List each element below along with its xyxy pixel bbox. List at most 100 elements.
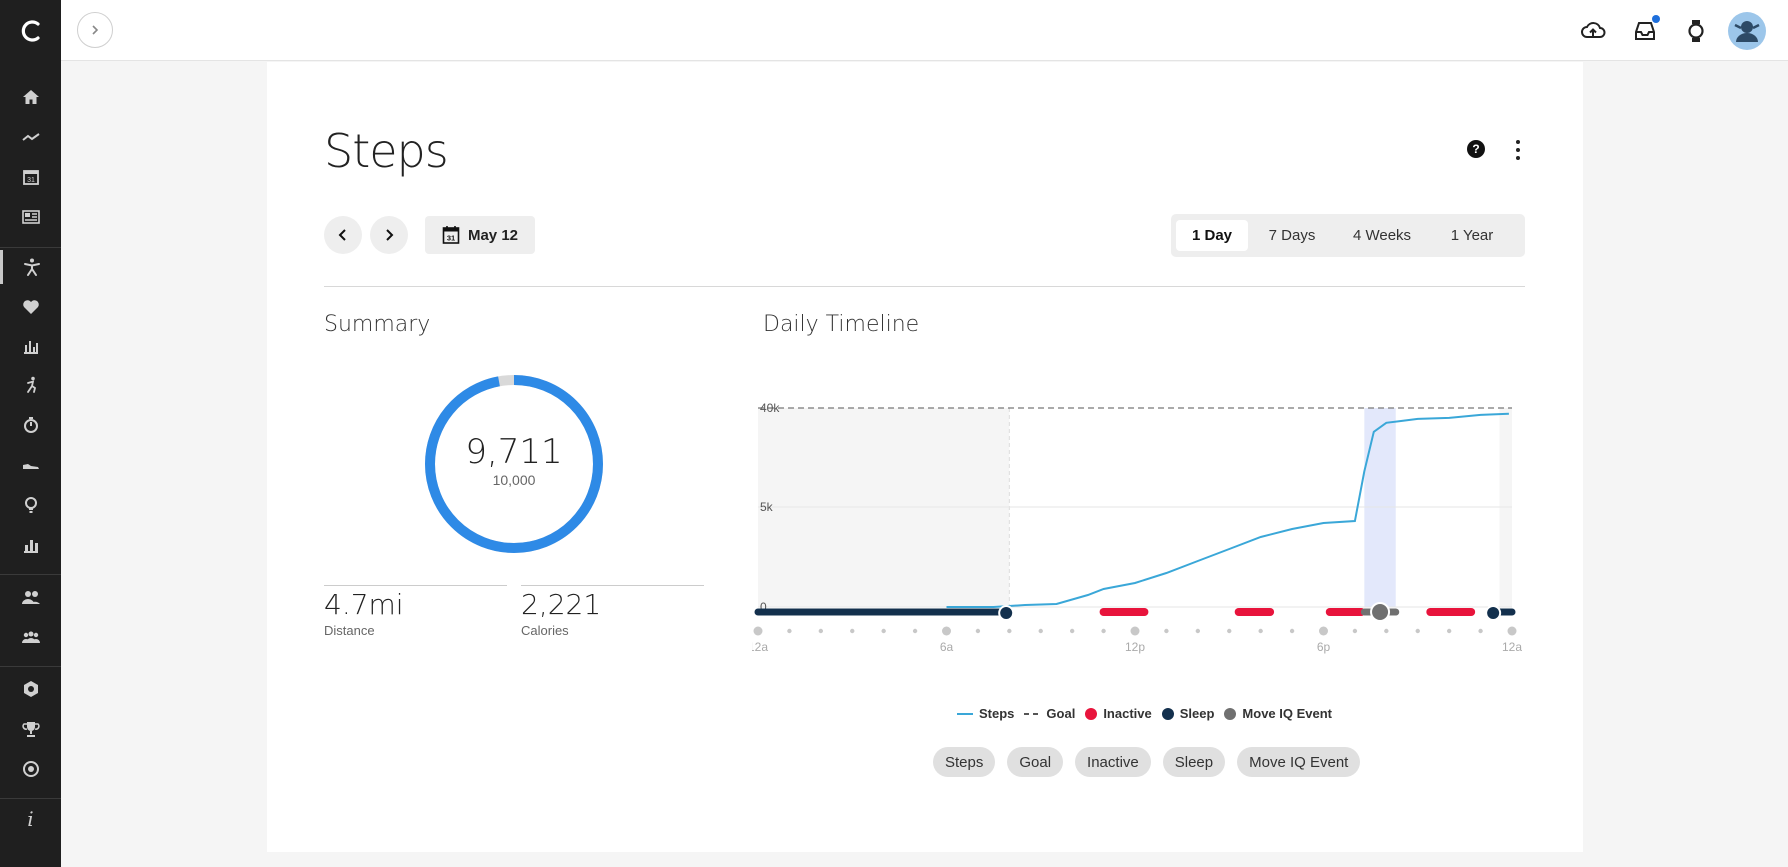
x-tick-dot [1352, 628, 1358, 634]
divider [521, 585, 704, 586]
x-tick-dot [1101, 628, 1106, 634]
target-icon[interactable] [0, 752, 61, 786]
distance-value: 4.7mi [324, 588, 404, 621]
daily-timeline-title: Daily Timeline [763, 312, 920, 337]
distance-label: Distance [324, 623, 375, 638]
x-tick-dot [787, 628, 792, 634]
inbox-icon[interactable] [1631, 15, 1660, 45]
svg-text:31: 31 [447, 234, 455, 243]
x-tick-dot [1258, 628, 1263, 634]
chart-legend: Steps Goal Inactive Sleep Move IQ Event [957, 706, 1332, 721]
steps-total: 9,711 [465, 432, 563, 472]
home-icon[interactable] [0, 80, 61, 114]
x-tick-dot [1227, 628, 1232, 634]
legend-inactive: Inactive [1085, 706, 1152, 721]
page-title: Steps [324, 124, 449, 178]
info-icon[interactable]: i [27, 807, 34, 831]
sleep-marker [1485, 605, 1502, 621]
x-tick-dot [975, 628, 981, 634]
range-4-weeks[interactable]: 4 Weeks [1352, 227, 1412, 244]
y-tick-label: 40k [760, 401, 780, 415]
x-tick-dot-major [1507, 626, 1517, 636]
groups-icon[interactable] [0, 620, 61, 654]
lightbulb-icon[interactable] [0, 488, 61, 522]
x-tick-dot-major [753, 626, 763, 636]
expand-sidebar-button[interactable] [77, 12, 113, 48]
help-icon[interactable]: ? [1467, 140, 1485, 158]
shoe-icon[interactable] [0, 448, 61, 482]
user-avatar[interactable] [1728, 12, 1766, 50]
x-tick-label: 12p [1125, 640, 1145, 654]
heart-icon[interactable] [0, 290, 61, 324]
x-tick-dot [818, 628, 824, 634]
left-sidebar: 31 i [0, 0, 61, 867]
summary-title: Summary [324, 312, 431, 337]
x-tick-dot [850, 628, 855, 634]
reports-icon[interactable] [0, 528, 61, 562]
next-date-button[interactable] [370, 216, 408, 254]
badges-hexagon-icon[interactable] [0, 672, 61, 706]
y-tick-label: 0 [760, 600, 767, 614]
x-tick-label: 6p [1317, 640, 1331, 654]
filter-inactive[interactable]: Inactive [1075, 747, 1151, 777]
date-picker-button[interactable]: 31 May 12 [425, 216, 535, 254]
y-tick-label: 5k [760, 500, 774, 514]
calories-value: 2,221 [521, 588, 602, 621]
previous-date-button[interactable] [324, 216, 362, 254]
steps-progress-ring [425, 375, 603, 553]
x-tick-label: 6a [940, 640, 954, 654]
activity-trend-icon[interactable] [0, 120, 61, 154]
bar-chart-icon[interactable] [0, 329, 61, 363]
x-tick-dot [1446, 628, 1452, 634]
app-logo-icon[interactable] [0, 12, 61, 50]
x-tick-dot [1478, 628, 1483, 634]
range-1-day[interactable]: 1 Day [1176, 220, 1248, 251]
chevron-left-icon [338, 229, 346, 241]
x-tick-dot [1289, 628, 1295, 634]
daily-timeline-chart: 0 5k 40k 12a 6a 12p 6p 12a [752, 401, 1522, 654]
x-tick-dot [1038, 628, 1043, 634]
svg-text:31: 31 [27, 177, 35, 184]
steps-line [946, 412, 1509, 608]
move-iq-marker [1370, 602, 1391, 622]
date-label: May 12 [467, 226, 519, 244]
x-tick-dot [912, 628, 918, 634]
more-options-icon[interactable] [1509, 138, 1527, 162]
filter-goal[interactable]: Goal [1007, 747, 1064, 777]
legend-sleep: Sleep [1161, 706, 1214, 721]
trophy-icon[interactable] [0, 712, 61, 746]
chevron-right-icon [92, 25, 99, 35]
x-tick-dot-major [1130, 626, 1140, 636]
range-7-days[interactable]: 7 Days [1268, 227, 1316, 244]
x-tick-dot [1195, 628, 1201, 634]
activity-person-icon[interactable] [0, 250, 61, 284]
x-tick-dot [1164, 628, 1169, 634]
calendar-icon[interactable]: 31 [0, 160, 61, 194]
watch-device-icon[interactable] [1682, 17, 1710, 45]
range-1-year[interactable]: 1 Year [1450, 227, 1494, 244]
divider [324, 585, 507, 586]
legend-move-iq: Move IQ Event [1224, 706, 1332, 721]
range-selector: 1 Day 7 Days 4 Weeks 1 Year [1171, 214, 1525, 257]
connections-icon[interactable] [0, 580, 61, 614]
sync-upload-icon[interactable] [1579, 17, 1607, 45]
chevron-right-icon [386, 229, 394, 241]
x-tick-dot [1384, 628, 1389, 634]
x-tick-dot [1069, 628, 1075, 634]
x-tick-dot-major [1319, 626, 1328, 636]
legend-steps: Steps [957, 706, 1014, 721]
legend-goal: Goal [1024, 706, 1076, 721]
x-tick-dot [881, 628, 886, 634]
filter-steps[interactable]: Steps [933, 747, 996, 777]
steps-card: Steps ? 31 May 12 1 Day 7 Days 4 Weeks 1… [267, 62, 1583, 852]
running-icon[interactable] [0, 368, 61, 402]
filter-move-iq[interactable]: Move IQ Event [1237, 747, 1361, 777]
top-bar [61, 0, 1788, 61]
x-tick-dot [1415, 628, 1420, 634]
x-tick-label: 12a [1502, 640, 1522, 654]
series-filters: Steps Goal Inactive Sleep Move IQ Event [933, 747, 1361, 777]
filter-sleep[interactable]: Sleep [1162, 747, 1226, 777]
stopwatch-icon[interactable] [0, 408, 61, 442]
news-icon[interactable] [0, 200, 61, 234]
sleep-marker [998, 605, 1015, 621]
